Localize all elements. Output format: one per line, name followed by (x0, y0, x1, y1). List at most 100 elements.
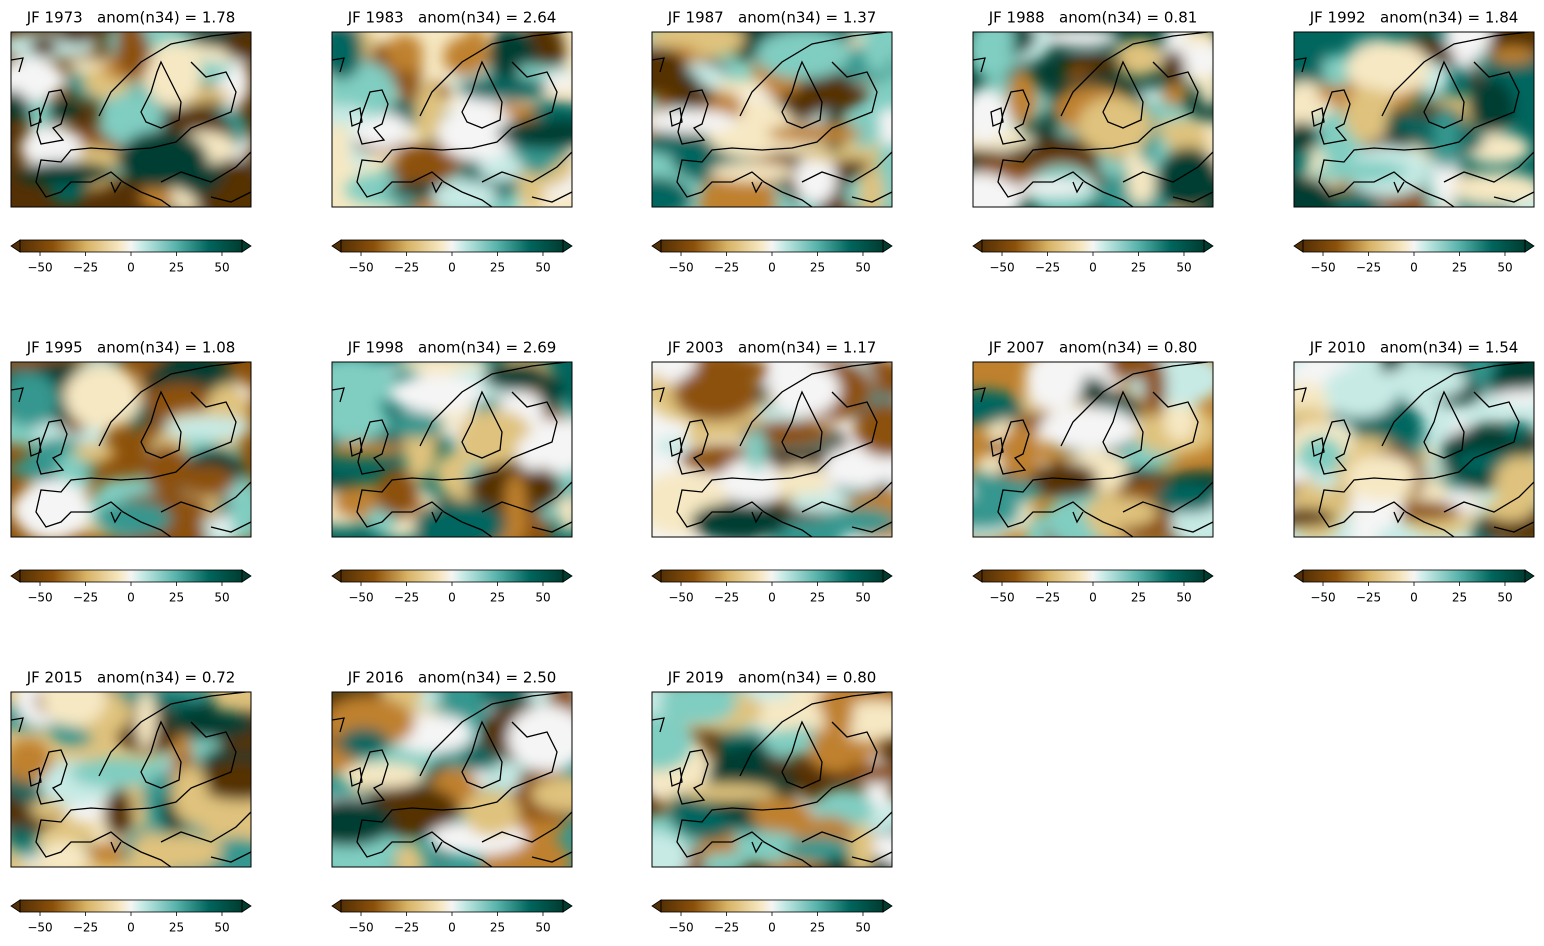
field-blob (875, 106, 892, 147)
field-blob (1490, 46, 1534, 64)
colorbar-extend-high (882, 569, 893, 583)
colorbar-extend-low (331, 239, 342, 253)
colorbar-tick-label: 25 (810, 591, 825, 605)
colorbar-tick-label: 25 (1131, 591, 1146, 605)
field-blob (171, 765, 208, 823)
field-blob (1007, 68, 1039, 127)
colorbar-tick-label: 25 (169, 921, 184, 935)
field-blob (1494, 455, 1534, 508)
colorbar-tick-label: 50 (1497, 591, 1512, 605)
field-blob (973, 389, 1023, 426)
map-field (11, 362, 251, 537)
colorbar-tick-label: −50 (348, 591, 373, 605)
colorbar-tick-label: 50 (855, 921, 870, 935)
colorbar-tick-label: 0 (448, 261, 456, 275)
field-blob (789, 492, 848, 513)
field-blob (1113, 38, 1165, 77)
colorbar (982, 240, 1204, 252)
panel-title: JF 2010 anom(n34) = 1.54 (1309, 339, 1519, 357)
field-blob (767, 123, 863, 143)
field-blob (413, 500, 506, 537)
colorbar-extend-high (1203, 239, 1214, 253)
colorbar-tick-label: −25 (1356, 591, 1381, 605)
field-blob (785, 837, 853, 862)
coastline (1294, 362, 1534, 537)
colorbar-tick-label: 50 (855, 591, 870, 605)
field-blob (1000, 425, 1041, 481)
field-blob (104, 787, 133, 839)
colorbar-extend-high (562, 899, 573, 913)
field-blob (652, 109, 738, 134)
map-frame (651, 361, 893, 538)
map (652, 32, 892, 207)
colorbar-extend-high (882, 239, 893, 253)
field-blob (674, 367, 759, 421)
field-blob (1294, 121, 1321, 151)
field-blob (652, 714, 695, 771)
map-field (332, 32, 572, 207)
field-blob (36, 839, 89, 867)
map (11, 362, 251, 537)
field-blob (794, 154, 837, 205)
colorbar-extend-low (1293, 239, 1304, 253)
map-frame (972, 361, 1214, 538)
colorbar-extend-low (10, 569, 21, 583)
map (652, 362, 892, 537)
map (652, 692, 892, 867)
colorbar-tick-label: −50 (348, 921, 373, 935)
colorbar-extend-low (651, 239, 662, 253)
panel: JF 2007 anom(n34) = 0.80 −50 −25 0 25 50 (972, 339, 1214, 605)
field-blob (437, 105, 518, 161)
field-blob (69, 758, 160, 788)
field-blob (973, 496, 1020, 530)
colorbar-tick-label: −25 (714, 591, 739, 605)
panel: JF 1988 anom(n34) = 0.81 −50 −25 0 25 50 (972, 9, 1214, 275)
colorbar-extend-high (1524, 569, 1535, 583)
panel-title: JF 2019 anom(n34) = 0.80 (667, 669, 877, 687)
panel-title: JF 1995 anom(n34) = 1.08 (26, 339, 236, 357)
colorbar-extend-low (331, 899, 342, 913)
colorbar (20, 570, 242, 582)
colorbar-extend-low (331, 569, 342, 583)
field-blob (40, 692, 107, 727)
field-blob (353, 112, 411, 149)
map-frame (972, 31, 1214, 208)
panel-title: JF 1973 anom(n34) = 1.78 (26, 9, 236, 27)
colorbar (982, 570, 1204, 582)
colorbar-extend-low (651, 569, 662, 583)
field-blob (332, 441, 402, 458)
colorbar-extend-low (10, 239, 21, 253)
field-blob (854, 402, 892, 457)
colorbar (341, 900, 563, 912)
field-blob (86, 841, 135, 864)
coastline (332, 32, 572, 207)
coastline (11, 362, 251, 537)
panel: JF 1983 anom(n34) = 2.64 −50 −25 0 25 50 (331, 9, 573, 275)
field-blob (14, 479, 91, 537)
colorbar (20, 240, 242, 252)
colorbar-tick-label: 25 (1452, 261, 1467, 275)
colorbar-tick-label: 25 (1131, 261, 1146, 275)
colorbar-tick-label: −25 (73, 261, 98, 275)
colorbar-tick-label: −50 (1310, 591, 1335, 605)
panel: JF 2016 anom(n34) = 2.50 −50 −25 0 25 50 (331, 669, 573, 935)
field-blob (652, 177, 692, 207)
colorbar-tick-label: 0 (448, 921, 456, 935)
field-blob (97, 92, 163, 145)
panel-title: JF 1998 anom(n34) = 2.69 (347, 339, 557, 357)
field-blob (11, 372, 59, 427)
coastline (973, 362, 1213, 537)
map-field (332, 362, 572, 537)
panel-title: JF 1988 anom(n34) = 0.81 (988, 9, 1198, 27)
field-blob (11, 825, 37, 847)
field-blob (822, 692, 854, 742)
field-blob (478, 152, 523, 182)
field-blob (19, 125, 82, 170)
map (332, 362, 572, 537)
map-frame (10, 691, 252, 868)
field-blob (770, 363, 841, 416)
field-blob (135, 692, 157, 749)
field-blob (1311, 471, 1339, 489)
field-blob (504, 472, 527, 536)
field-blob (129, 831, 173, 867)
